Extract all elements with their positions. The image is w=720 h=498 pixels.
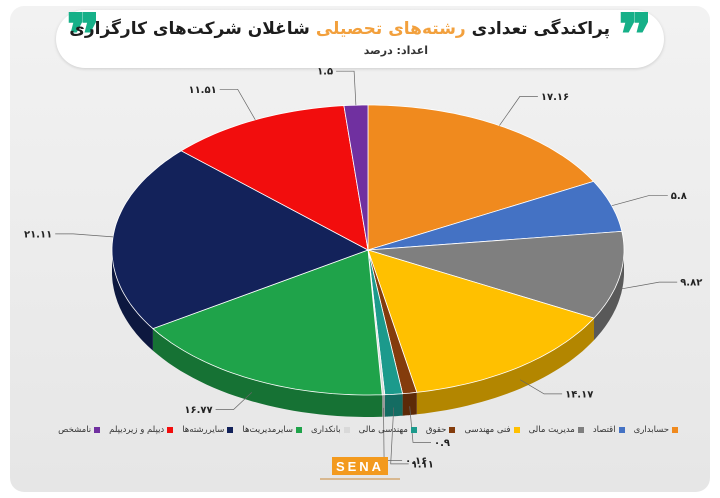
data-label-8: ۲۱.۱۱ [24,229,52,240]
title-bar [56,10,664,68]
legend-item-10: نامشخص [58,425,101,435]
legend-label-7: سایرمدیریت‌ها [242,425,294,435]
leader-line-2 [619,281,678,290]
legend-label-10: نامشخص [58,425,92,435]
legend-item-0: حسابداری [634,425,678,435]
pie-side-7 [152,328,383,417]
leader-line-1 [611,194,668,207]
pie-side-2 [594,250,624,341]
data-label-1: ۵.۸ [671,191,687,202]
data-label-3: ۱۴.۱۷ [565,389,593,400]
page-subtitle: اعداد: درصد [363,44,428,57]
data-label-4: ۰.۹ [434,438,450,449]
pie-side-5 [384,393,403,417]
data-label-7: ۱۶.۷۷ [184,405,212,416]
legend-swatch-0 [672,427,678,433]
data-label-10: ۱.۵ [317,67,333,78]
quote-mark-right-icon: ❞ [618,12,653,60]
sena-logo: SENA [332,457,388,475]
legend-label-2: مدیریت مالی [528,425,575,435]
pie-side-3 [416,318,594,415]
legend-item-9: دیپلم و زیردیپلم [109,425,174,435]
pie-slice-1 [367,180,623,251]
data-label-6: ۰.۱۶ [405,456,427,467]
legend-label-3: فنی مهندسی [464,425,511,435]
leader-line-9 [219,88,256,120]
legend-label-8: سایررشته‌ها [182,425,225,435]
legend-item-7: سایرمدیریت‌ها [242,425,303,435]
legend-label-0: حسابداری [633,425,669,435]
legend-swatch-2 [577,427,584,433]
legend-swatch-10 [94,427,101,433]
legend-label-9: دیپلم و زیردیپلم [109,425,165,435]
pie-side-6 [382,394,385,417]
leader-line-5 [390,407,409,465]
legend-item-2: مدیریت مالی [529,425,584,435]
legend-label-5: مهندسی مالی [358,425,408,435]
leader-line-8 [55,233,114,238]
pie-slice-7 [152,249,383,396]
data-label-0: ۱۷.۱۶ [541,92,569,103]
pie-slice-3 [367,249,595,393]
legend-swatch-9 [167,427,174,433]
logo-underline [320,478,400,480]
legend-swatch-3 [513,427,520,433]
leader-line-7 [215,392,253,410]
chart-legend: حسابداری اقتصاد مدیریت مالی فنی مهندسی حقوق م… [48,420,678,440]
legend-item-1: اقتصاد [593,425,625,435]
page-title: پراکندگی تعدادی رشته‌های تحصیلی شاغلان ش… [69,19,610,39]
legend-item-6: بانکداری [311,425,350,435]
leader-line-10 [336,70,357,106]
legend-swatch-6 [343,427,350,433]
data-label-2: ۹.۸۲ [680,278,702,289]
legend-item-8: سایررشته‌ها [182,425,234,435]
legend-label-4: حقوق [425,425,447,435]
legend-swatch-7 [296,427,303,433]
legend-swatch-8 [227,427,234,433]
legend-swatch-5 [410,427,417,433]
quote-mark-left-icon: ❞ [66,12,101,60]
pie-side-8 [112,250,153,351]
data-label-5: ۱.۱۱ [412,459,434,470]
legend-item-4: حقوق [426,425,456,435]
legend-item-5: مهندسی مالی [359,425,417,435]
legend-swatch-1 [618,427,625,433]
leader-line-3 [520,379,563,395]
legend-swatch-4 [449,427,456,433]
pie-slice-9 [180,105,369,251]
legend-label-1: اقتصاد [592,425,616,435]
legend-label-6: بانکداری [311,425,341,435]
leader-line-4 [409,406,431,443]
pie-slice-2 [367,230,625,319]
pie-side-4 [402,392,417,416]
leader-line-0 [499,96,538,126]
legend-item-3: فنی مهندسی [464,425,520,435]
data-label-9: ۱۱.۵۱ [188,85,216,96]
